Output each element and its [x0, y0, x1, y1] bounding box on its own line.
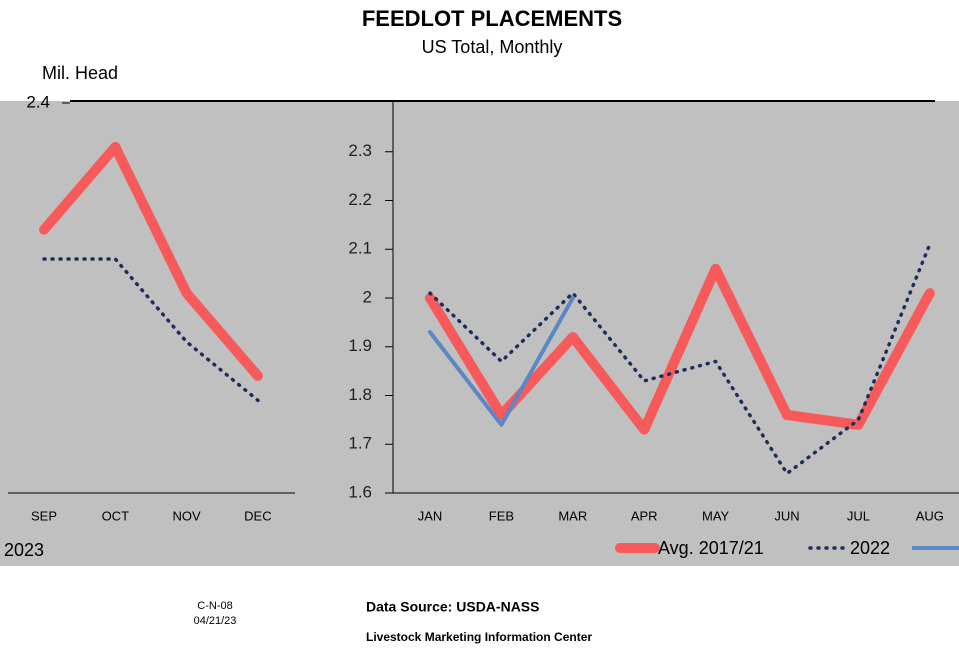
y-tick-label: 2.1 — [348, 239, 372, 258]
y-tick-label: 1.8 — [348, 385, 372, 404]
y-tick-label: 1.9 — [348, 336, 372, 355]
x-tick-label: FEB — [489, 508, 514, 523]
y-tick-label: 1.7 — [348, 434, 372, 453]
x-tick-label: JUN — [774, 508, 799, 523]
x-tick-label: JUL — [847, 508, 870, 523]
x-tick-label: NOV — [173, 508, 202, 523]
x-tick-label: MAR — [558, 508, 587, 523]
chart-subtitle: US Total, Monthly — [422, 37, 563, 57]
x-tick-label: APR — [631, 508, 658, 523]
line-series — [39, 141, 263, 381]
legend-label: 2023 — [4, 540, 44, 560]
y-tick-label: 2 — [363, 287, 372, 306]
center-name: Livestock Marketing Information Center — [366, 630, 592, 644]
y-tick-label: 2.2 — [348, 190, 372, 209]
data-source: Data Source: USDA-NASS — [366, 599, 539, 615]
x-tick-label: OCT — [102, 508, 130, 523]
chart-date: 04/21/23 — [194, 615, 237, 627]
y-tick-label: 2.3 — [348, 141, 372, 160]
line-series — [42, 257, 260, 403]
line-series — [428, 296, 575, 427]
legend-label: Avg. 2017/21 — [658, 538, 764, 558]
x-tick-label: DEC — [244, 508, 271, 523]
y-axis-label: Mil. Head — [42, 63, 118, 83]
y-tick-label: 2.4 — [26, 92, 50, 111]
chart-title: FEEDLOT PLACEMENTS — [362, 6, 622, 31]
chart-code: C-N-08 — [197, 600, 232, 612]
x-tick-label: JAN — [418, 508, 443, 523]
x-tick-label: AUG — [916, 508, 944, 523]
line-series — [428, 242, 932, 476]
y-tick-label: 1.6 — [348, 482, 372, 501]
legend-label: 2022 — [850, 538, 890, 558]
x-tick-label: MAY — [702, 508, 730, 523]
x-tick-label: SEP — [31, 508, 57, 523]
plot-background — [0, 101, 959, 566]
